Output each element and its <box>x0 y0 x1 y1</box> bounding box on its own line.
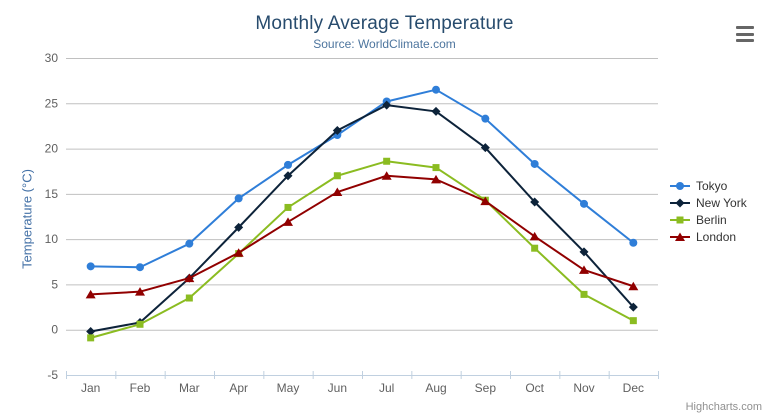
circle-marker-tokyo[interactable] <box>86 262 95 271</box>
hamburger-icon <box>736 26 754 29</box>
x-axis-label: Oct <box>525 381 544 395</box>
diamond-marker-new-york[interactable] <box>530 197 540 207</box>
triangle-marker-london[interactable] <box>332 187 343 197</box>
legend-label-london: London <box>696 229 737 244</box>
circle-marker-tokyo[interactable] <box>136 263 144 272</box>
y-axis-label: 10 <box>45 232 59 246</box>
triangle-marker-london[interactable] <box>283 217 293 226</box>
triangle-marker-london[interactable] <box>381 171 392 180</box>
export-menu-button[interactable] <box>733 24 757 44</box>
series-line-new-york <box>89 104 635 333</box>
diamond-marker-new-york[interactable] <box>332 125 342 135</box>
x-axis-label: Jul <box>379 381 394 395</box>
x-axis-label: Nov <box>573 381 594 395</box>
legend-symbol-tokyo <box>670 181 690 190</box>
diamond-marker-new-york[interactable] <box>579 247 589 257</box>
y-axis-label: 15 <box>45 187 59 201</box>
triangle-marker-london[interactable] <box>233 248 244 257</box>
square-marker-berlin[interactable] <box>432 164 440 172</box>
diamond-marker-new-york[interactable] <box>86 327 96 337</box>
square-marker-berlin[interactable] <box>383 157 391 165</box>
series-line-berlin <box>89 160 635 339</box>
circle-marker-tokyo[interactable] <box>629 238 638 247</box>
legend: Tokyo New York Berlin London <box>669 177 747 245</box>
legend-symbol-london <box>670 232 690 241</box>
legend-label-new-york: New York <box>696 195 747 210</box>
triangle-marker-london[interactable] <box>628 281 639 291</box>
y-axis-label: 25 <box>45 96 59 110</box>
square-marker-legend-berlin <box>676 216 684 223</box>
y-axis-label: -5 <box>47 368 58 382</box>
circle-marker-tokyo[interactable] <box>530 159 539 168</box>
legend-item-tokyo[interactable]: Tokyo <box>669 177 747 194</box>
credits-link[interactable]: Highcharts.com <box>685 401 762 413</box>
legend-label-berlin: Berlin <box>696 212 727 227</box>
diamond-marker-new-york[interactable] <box>283 171 293 181</box>
square-marker-berlin[interactable] <box>185 294 193 302</box>
x-axis-label: Aug <box>425 381 446 395</box>
x-axis-label: Jan <box>81 381 100 395</box>
triangle-marker-london[interactable] <box>579 265 589 274</box>
diamond-marker-new-york[interactable] <box>628 302 638 312</box>
diamond-marker-legend-new-york <box>675 198 685 207</box>
legend-symbol-new-york <box>670 198 690 207</box>
x-axis-label: May <box>277 381 300 395</box>
legend-item-london[interactable]: London <box>669 228 747 245</box>
series-line-london <box>89 174 635 296</box>
circle-marker-tokyo[interactable] <box>185 239 194 248</box>
circle-marker-tokyo[interactable] <box>432 85 440 94</box>
square-marker-berlin[interactable] <box>531 244 539 252</box>
square-marker-berlin[interactable] <box>333 172 341 180</box>
x-axis-label: Sep <box>475 381 497 395</box>
y-axis-label: 0 <box>51 323 58 337</box>
square-marker-berlin[interactable] <box>87 334 95 342</box>
diamond-marker-new-york[interactable] <box>480 143 490 153</box>
y-axis-label: 20 <box>45 142 59 156</box>
y-axis-label: 5 <box>51 277 58 291</box>
triangle-marker-london[interactable] <box>480 196 491 206</box>
circle-marker-legend-tokyo <box>676 181 684 190</box>
legend-label-tokyo: Tokyo <box>696 178 728 193</box>
x-axis-label: Dec <box>623 381 644 395</box>
x-axis-label: Mar <box>179 381 200 395</box>
square-marker-berlin[interactable] <box>629 317 637 325</box>
hamburger-icon <box>736 32 754 36</box>
square-marker-berlin[interactable] <box>136 320 144 328</box>
triangle-marker-london[interactable] <box>85 289 96 299</box>
triangle-marker-london[interactable] <box>529 231 540 241</box>
x-axis-label: Apr <box>229 381 248 395</box>
hamburger-icon <box>736 39 754 42</box>
triangle-marker-london[interactable] <box>184 273 195 283</box>
legend-item-new-york[interactable]: New York <box>669 194 747 211</box>
diamond-marker-new-york[interactable] <box>382 100 392 110</box>
triangle-marker-london[interactable] <box>431 174 441 184</box>
circle-marker-tokyo[interactable] <box>234 194 243 203</box>
chart-title: Monthly Average Temperature <box>255 13 514 34</box>
diamond-marker-new-york[interactable] <box>431 106 441 116</box>
circle-marker-tokyo[interactable] <box>481 114 490 123</box>
triangle-marker-legend-london <box>675 232 685 241</box>
legend-item-berlin[interactable]: Berlin <box>669 211 747 228</box>
x-axis-label: Jun <box>328 381 347 395</box>
circle-marker-tokyo[interactable] <box>284 160 292 169</box>
circle-marker-tokyo[interactable] <box>580 199 588 208</box>
x-axis-label: Feb <box>130 381 151 395</box>
legend-symbol-berlin <box>670 216 690 223</box>
square-marker-berlin[interactable] <box>580 290 588 298</box>
series-line-tokyo <box>89 88 635 269</box>
chart-subtitle: Source: WorldClimate.com <box>313 37 456 51</box>
y-axis-label: 30 <box>45 51 59 65</box>
triangle-marker-london[interactable] <box>135 287 145 296</box>
square-marker-berlin[interactable] <box>284 203 292 211</box>
diamond-marker-new-york[interactable] <box>234 222 244 232</box>
